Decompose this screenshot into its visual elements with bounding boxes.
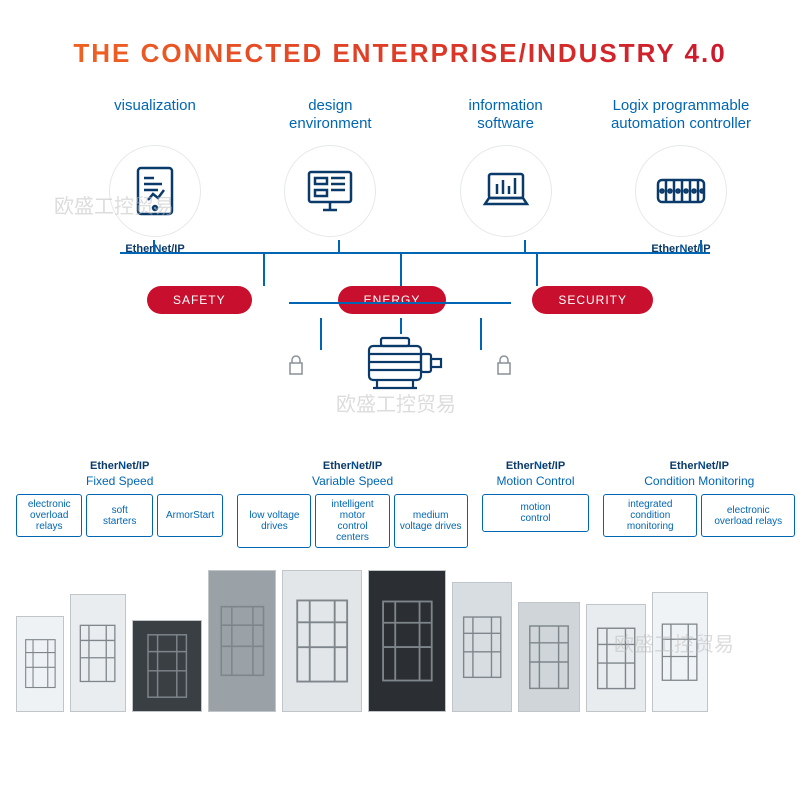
vline-1 xyxy=(153,240,155,252)
category-box: ArmorStart xyxy=(157,494,223,537)
section-subtitle: Fixed Speed xyxy=(16,474,223,488)
section-subtitle: Variable Speed xyxy=(237,474,467,488)
monitor-icon xyxy=(284,145,376,237)
vline-pill-1 xyxy=(263,252,265,286)
pill-connector xyxy=(289,302,511,304)
ethernet-label: EtherNet/IP xyxy=(482,460,590,472)
product-image xyxy=(652,592,708,712)
product-image xyxy=(368,570,446,712)
product-image xyxy=(452,582,512,712)
pill-row: SAFETY ENERGY SECURITY xyxy=(0,286,800,314)
vline-pill-2 xyxy=(400,252,402,286)
top-node: visualizationEtherNet/IP xyxy=(80,97,230,255)
ethernet-label: EtherNet/IP xyxy=(237,460,467,472)
section-subtitle: Motion Control xyxy=(482,474,590,488)
tablet-icon xyxy=(109,145,201,237)
section-subtitle: Condition Monitoring xyxy=(603,474,795,488)
product-image xyxy=(70,594,126,712)
plc-icon xyxy=(635,145,727,237)
category-box: electronicoverload relays xyxy=(16,494,82,537)
lock-icon xyxy=(287,354,305,376)
vline-2 xyxy=(338,240,340,252)
pill-security: SECURITY xyxy=(532,286,653,314)
vline-3 xyxy=(524,240,526,252)
product-image xyxy=(282,570,362,712)
motor-icon xyxy=(355,332,445,397)
vline-4 xyxy=(700,240,702,252)
category-box: low voltagedrives xyxy=(237,494,311,548)
product-image xyxy=(132,620,202,712)
category-box: intelligent motorcontrol centers xyxy=(315,494,389,548)
top-node: designenvironment xyxy=(255,97,405,255)
node-label: Logix programmableautomation controller xyxy=(611,97,751,137)
node-label: visualization xyxy=(114,97,196,137)
category-box: motioncontrol xyxy=(482,494,590,532)
page-title: THE CONNECTED ENTERPRISE/INDUSTRY 4.0 xyxy=(0,0,800,69)
lock-icon xyxy=(495,354,513,376)
section-row: EtherNet/IP Fixed Speed electronicoverload… xyxy=(16,454,784,548)
product-image xyxy=(16,616,64,712)
section: EtherNet/IP Condition Monitoring integrate… xyxy=(603,454,795,548)
category-box: softstarters xyxy=(86,494,152,537)
category-box: integratedcondition monitoring xyxy=(603,494,697,537)
pill-safety: SAFETY xyxy=(147,286,252,314)
top-node: informationsoftware xyxy=(431,97,581,255)
motor-row xyxy=(0,332,800,397)
product-image xyxy=(208,570,276,712)
section: EtherNet/IP Variable Speed low voltagedriv… xyxy=(237,454,467,548)
pill-energy: ENERGY xyxy=(338,286,447,314)
vline-pill-3 xyxy=(536,252,538,286)
laptop-icon xyxy=(460,145,552,237)
section: EtherNet/IP Motion Control motioncontrol xyxy=(482,454,590,548)
category-box: mediumvoltage drives xyxy=(394,494,468,548)
ethernet-label: EtherNet/IP xyxy=(603,460,795,472)
product-image xyxy=(518,602,580,712)
category-box: electronicoverload relays xyxy=(701,494,795,537)
product-image xyxy=(586,604,646,712)
node-label: informationsoftware xyxy=(469,97,543,137)
ethernet-label: EtherNet/IP xyxy=(16,460,223,472)
node-label: designenvironment xyxy=(289,97,372,137)
top-node: Logix programmableautomation controllerE… xyxy=(606,97,756,255)
product-row xyxy=(16,562,784,712)
section: EtherNet/IP Fixed Speed electronicoverload… xyxy=(16,454,223,548)
top-node-row: visualizationEtherNet/IP designenvironmen… xyxy=(0,69,800,255)
top-connector-line xyxy=(120,252,710,254)
